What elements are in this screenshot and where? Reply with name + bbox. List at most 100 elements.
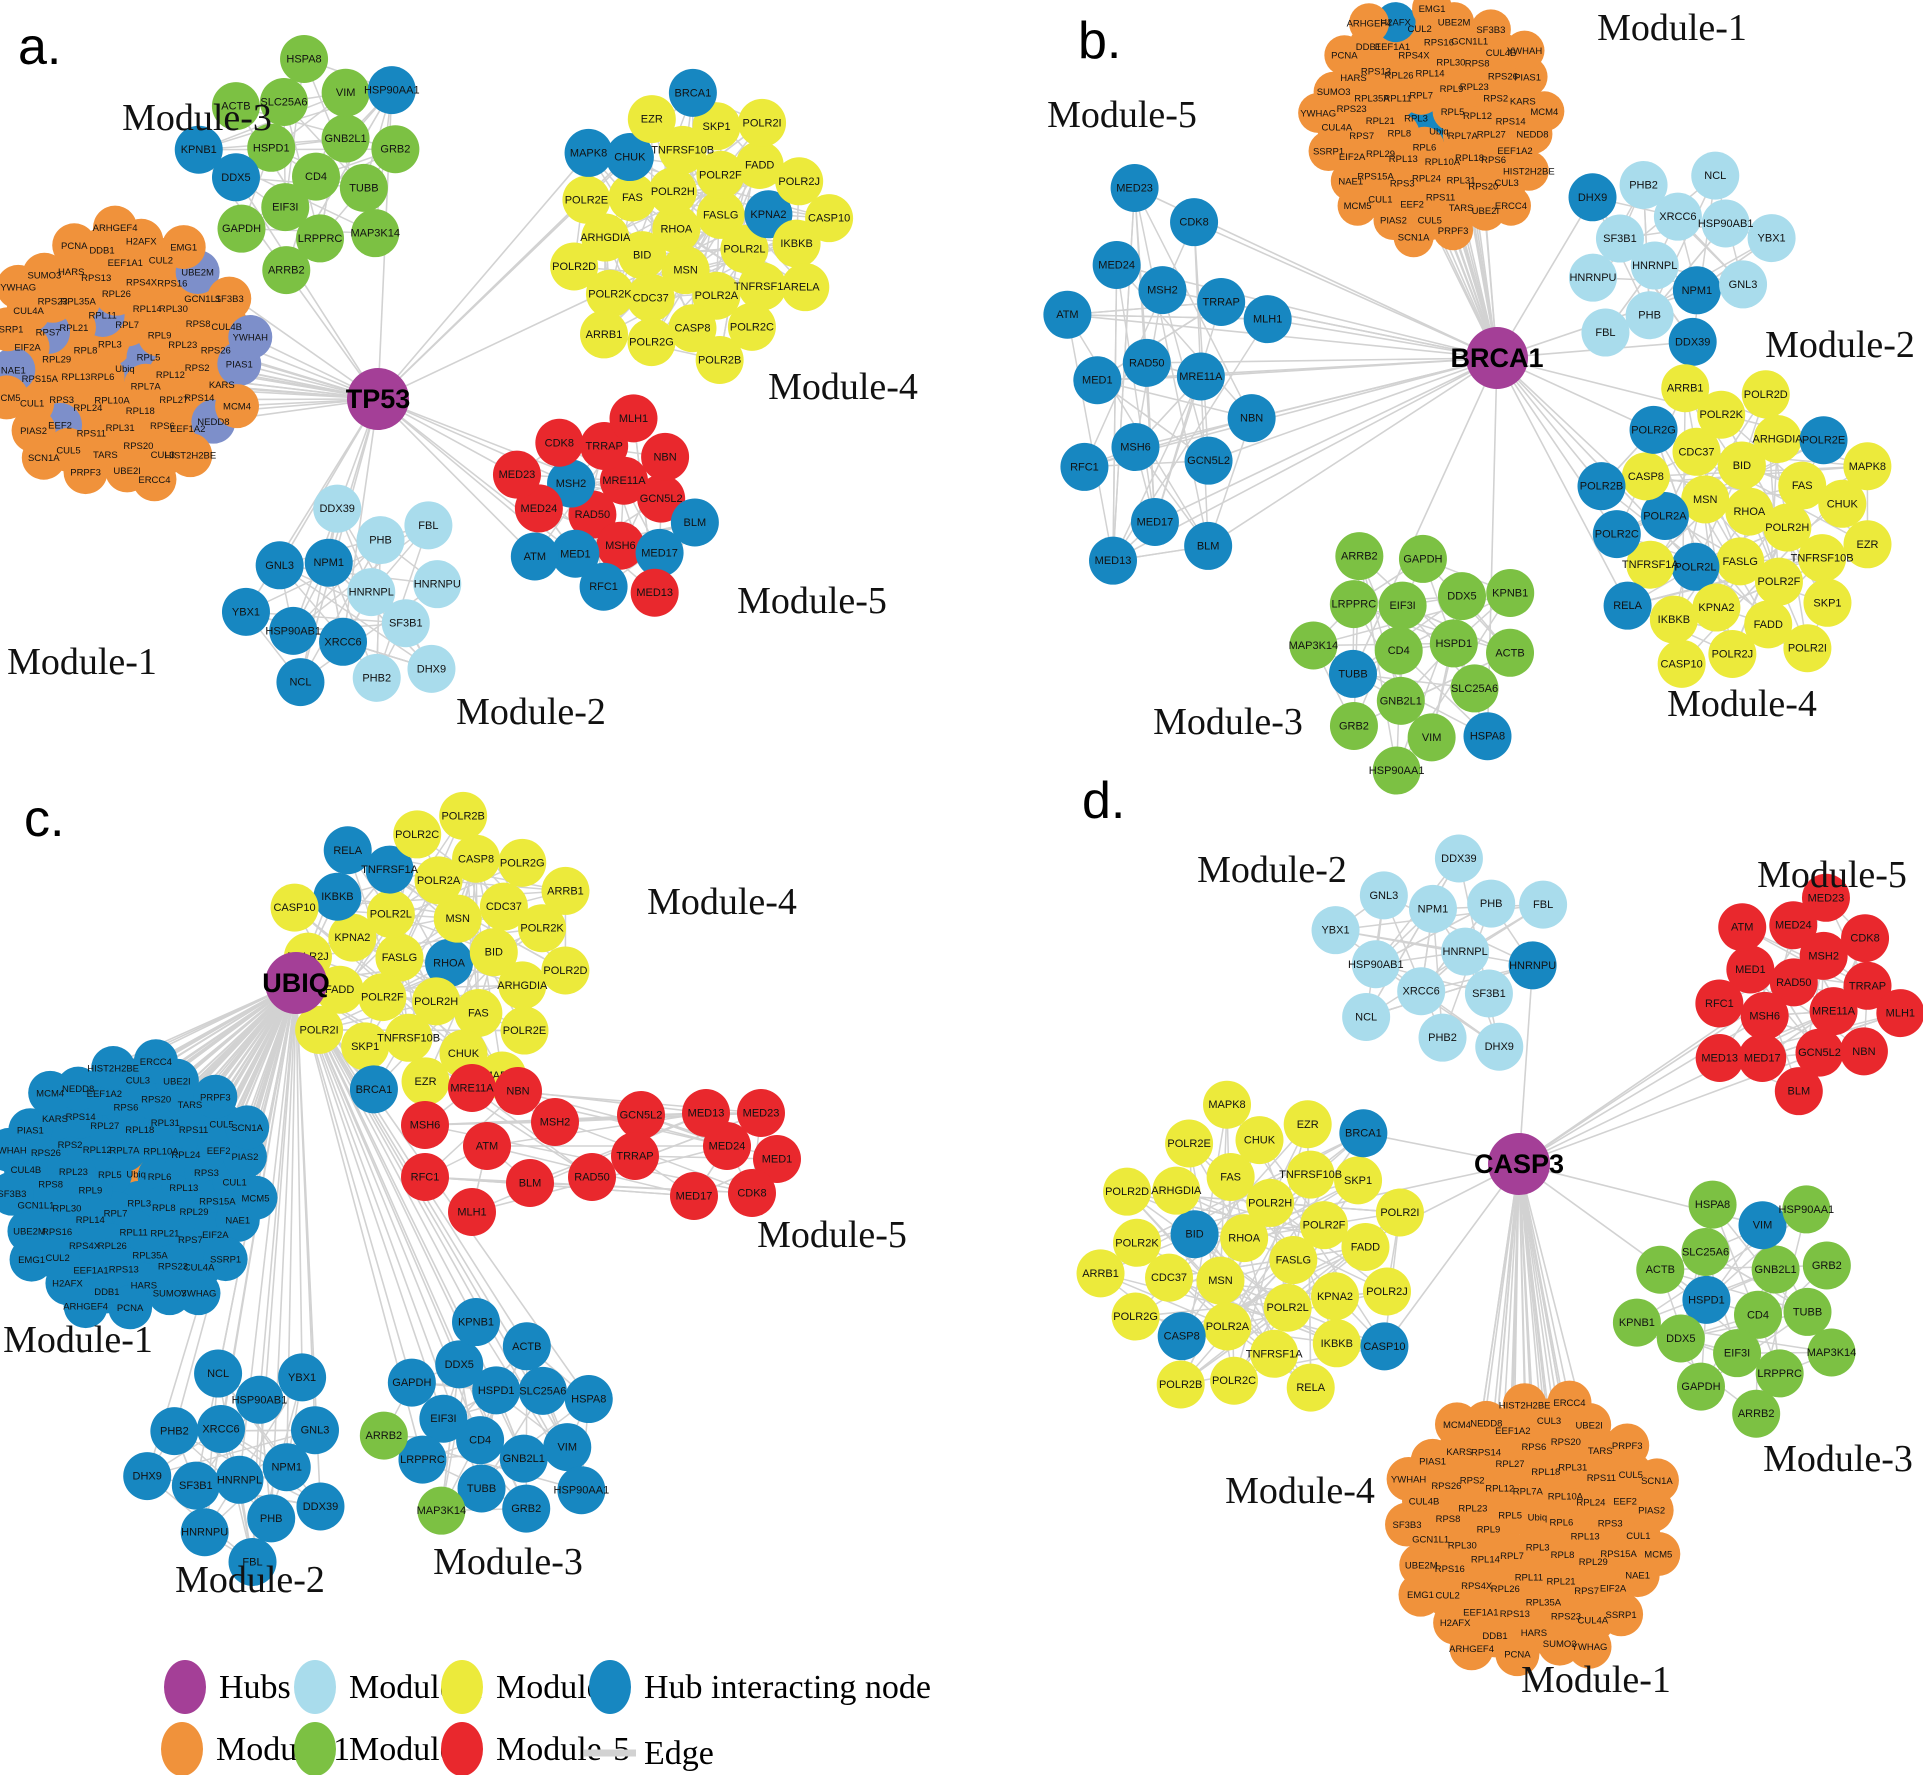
- node-CHUK: [1235, 1116, 1284, 1165]
- node-RHOA: [425, 938, 474, 987]
- node-DHX9: [407, 644, 456, 693]
- hub-node-UBIQ: [265, 952, 327, 1014]
- node-label-LRPPRC: LRPPRC: [1757, 1368, 1802, 1380]
- node-label-PIAS2: PIAS2: [20, 426, 47, 437]
- node-label-CHUK: CHUK: [1244, 1135, 1276, 1147]
- node-label-CUL4B: CUL4B: [1409, 1497, 1440, 1508]
- node-label-RPS16: RPS16: [157, 279, 187, 290]
- node-YWHAG: [176, 1271, 221, 1316]
- node-label-RPL7: RPL7: [115, 320, 139, 331]
- module-module4: RHOA FASLG MSN POLR2H POLR2L BID POLR2F POLR2A F…: [270, 791, 590, 1114]
- node-label-GCN1L1: GCN1L1: [1412, 1534, 1449, 1545]
- node-label-TNFRSF10B: TNFRSF10B: [1791, 553, 1854, 565]
- node-label-MED24: MED24: [521, 503, 558, 515]
- node-label-RFC1: RFC1: [589, 581, 618, 593]
- node-RHOA: [1725, 487, 1774, 536]
- node-CD4: [456, 1416, 505, 1465]
- node-label-CASP8: CASP8: [1164, 1331, 1200, 1343]
- node-label-ARRB1: ARRB1: [1667, 383, 1704, 395]
- node-MAP3K14: [351, 209, 400, 258]
- node-POLR2E: [562, 175, 611, 224]
- node-MED1: [551, 529, 600, 578]
- node-FASLG: [1269, 1236, 1318, 1285]
- node-label-Ubiq: Ubiq: [115, 364, 135, 375]
- node-POLR2C: [1210, 1356, 1259, 1405]
- node-VIM: [321, 68, 370, 117]
- node-label-TNFRSF1A: TNFRSF1A: [734, 281, 792, 293]
- node-label-CUL2: CUL2: [1435, 1591, 1459, 1602]
- node-HNRNPU: [1508, 941, 1557, 990]
- node-FBL: [404, 501, 453, 550]
- node-PHB: [247, 1494, 296, 1543]
- node-label-ACTB: ACTB: [221, 101, 250, 113]
- node-label-RPL10A: RPL10A: [143, 1147, 179, 1158]
- node-MED13: [1695, 1034, 1744, 1083]
- node-label-EEF1A2: EEF1A2: [1495, 1426, 1530, 1437]
- module-module5: RAD50 MRE11A MSH6 MSH2 GCN5L2 MED1 TRRAP MED17 M…: [1695, 873, 1923, 1116]
- node-label-NBN: NBN: [1852, 1046, 1875, 1058]
- node-label-ARRB1: ARRB1: [1082, 1268, 1119, 1280]
- node-label-HARS: HARS: [58, 267, 84, 278]
- node-RELA: [323, 826, 372, 875]
- node-label-YWHAH: YWHAH: [0, 1145, 27, 1156]
- node-label-POLR2D: POLR2D: [552, 261, 596, 273]
- node-label-CD4: CD4: [1747, 1309, 1769, 1321]
- node-MCM5: [1337, 185, 1378, 226]
- module-label-module5: Module-5: [757, 1214, 907, 1256]
- node-ARHGEF4: [93, 205, 138, 250]
- edge: [1112, 376, 1202, 561]
- node-PCNA: [52, 223, 97, 268]
- node-label-RPS15A: RPS15A: [199, 1197, 236, 1208]
- node-label-POLR2E: POLR2E: [1167, 1138, 1210, 1150]
- node-TNFRSF10B: [1798, 534, 1847, 583]
- node-MED17: [670, 1172, 718, 1220]
- legend-swatch-Module-3: [294, 1722, 336, 1775]
- node-label-POLR2D: POLR2D: [543, 965, 587, 977]
- node-label-POLR2I: POLR2I: [300, 1024, 339, 1036]
- node-GAPDH: [217, 204, 266, 253]
- node-label-RPL27: RPL27: [1477, 130, 1506, 141]
- panel-letter: a.: [18, 18, 61, 76]
- node-GNB2L1: [499, 1434, 548, 1483]
- node-RFC1: [1060, 442, 1109, 491]
- node-CDC37: [626, 273, 675, 322]
- node-ERCC4: [1490, 185, 1531, 226]
- node-label-FASLG: FASLG: [382, 952, 417, 964]
- legend-swatch-Module-4: [441, 1660, 483, 1714]
- node-MCM4: [215, 384, 260, 429]
- node-label-CUL5: CUL5: [1619, 1470, 1643, 1481]
- node-label-KPNA2: KPNA2: [1317, 1291, 1353, 1303]
- node-label-POLR2J: POLR2J: [1712, 648, 1754, 660]
- node-POLR2C: [727, 302, 776, 351]
- node-label-SSRP1: SSRP1: [210, 1255, 241, 1266]
- node-POLR2E: [500, 1006, 549, 1055]
- node-label-MED1: MED1: [1735, 964, 1766, 976]
- node-KPNB1: [174, 125, 223, 174]
- node-label-NAE1: NAE1: [1338, 176, 1363, 187]
- hub-label-BRCA1: BRCA1: [1450, 343, 1543, 373]
- node-ATM: [463, 1122, 511, 1170]
- node-label-FAS: FAS: [1220, 1171, 1241, 1183]
- node-YBX1: [1311, 906, 1360, 955]
- node-label-POLR2G: POLR2G: [1113, 1311, 1158, 1323]
- node-MAPK8: [1843, 442, 1892, 491]
- node-label-TUBB: TUBB: [1793, 1306, 1822, 1318]
- node-label-ERCC4: ERCC4: [1495, 201, 1527, 212]
- node-label-GCN5L2: GCN5L2: [620, 1110, 663, 1122]
- node-DDX39: [313, 484, 362, 533]
- node-label-HSP90AB1: HSP90AB1: [232, 1394, 288, 1406]
- node-label-HSPD1: HSPD1: [478, 1385, 515, 1397]
- node-label-POLR2B: POLR2B: [698, 354, 741, 366]
- node-label-CHUK: CHUK: [614, 152, 646, 164]
- node-FADD: [1341, 1222, 1390, 1271]
- edge: [1115, 264, 1156, 523]
- node-label-HSP90AA1: HSP90AA1: [554, 1485, 610, 1497]
- node-label-SF3B3: SF3B3: [1393, 1520, 1422, 1531]
- node-label-RPS6: RPS6: [114, 1102, 139, 1113]
- node-label-POLR2D: POLR2D: [1744, 389, 1788, 401]
- node-ARRB2: [359, 1411, 408, 1460]
- node-GRB2: [1329, 701, 1378, 750]
- module-module4: RHOA FASLG MSN POLR2H POLR2L BID POLR2F POLR2A F…: [550, 68, 854, 384]
- edge: [1365, 858, 1460, 1018]
- node-label-ACTB: ACTB: [1495, 647, 1524, 659]
